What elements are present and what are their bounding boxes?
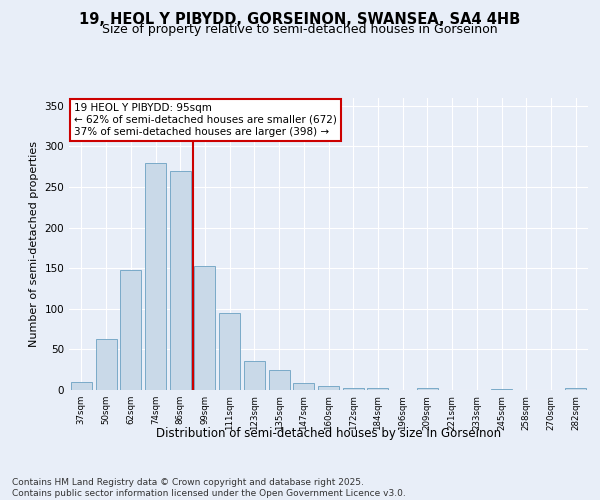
Bar: [170, 170, 191, 390]
Bar: [565, 388, 586, 390]
Bar: [244, 361, 265, 390]
Bar: [71, 382, 92, 390]
Bar: [269, 370, 290, 390]
Text: 19, HEOL Y PIBYDD, GORSEINON, SWANSEA, SA4 4HB: 19, HEOL Y PIBYDD, GORSEINON, SWANSEA, S…: [79, 12, 521, 28]
Bar: [194, 266, 215, 390]
Bar: [219, 313, 240, 390]
Bar: [293, 382, 314, 390]
Text: Contains HM Land Registry data © Crown copyright and database right 2025.
Contai: Contains HM Land Registry data © Crown c…: [12, 478, 406, 498]
Bar: [120, 270, 141, 390]
Bar: [343, 388, 364, 390]
Y-axis label: Number of semi-detached properties: Number of semi-detached properties: [29, 141, 39, 347]
Bar: [491, 389, 512, 390]
Bar: [145, 162, 166, 390]
Bar: [417, 388, 438, 390]
Text: 19 HEOL Y PIBYDD: 95sqm
← 62% of semi-detached houses are smaller (672)
37% of s: 19 HEOL Y PIBYDD: 95sqm ← 62% of semi-de…: [74, 104, 337, 136]
Bar: [95, 339, 116, 390]
Bar: [367, 388, 388, 390]
Text: Size of property relative to semi-detached houses in Gorseinon: Size of property relative to semi-detach…: [102, 24, 498, 36]
Text: Distribution of semi-detached houses by size in Gorseinon: Distribution of semi-detached houses by …: [156, 428, 502, 440]
Bar: [318, 386, 339, 390]
